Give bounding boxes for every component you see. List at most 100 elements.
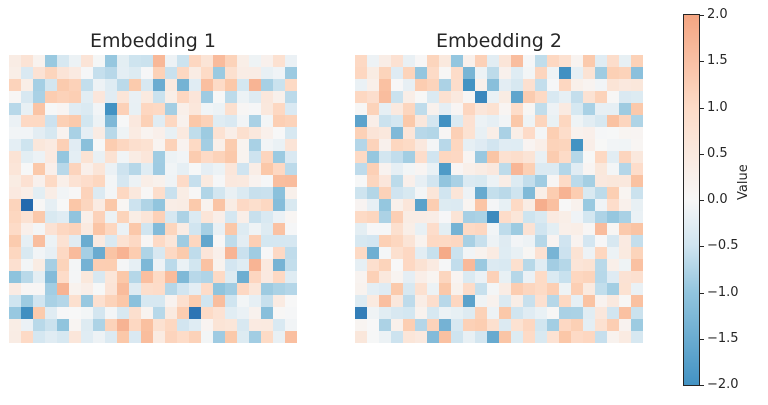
heatmap-cell (261, 139, 274, 152)
heatmap-cell (439, 139, 452, 152)
heatmap-cell (213, 163, 226, 176)
heatmap-cell (141, 163, 154, 176)
heatmap-cell (475, 67, 488, 80)
heatmap-cell (177, 271, 190, 284)
heatmap-cell (619, 91, 632, 104)
heatmap-cell (225, 139, 238, 152)
heatmap-cell (631, 331, 643, 343)
heatmap-cell (153, 79, 166, 92)
heatmap-cell (547, 307, 560, 320)
heatmap-cell (201, 295, 214, 308)
heatmap-cell (511, 319, 524, 332)
heatmap-cell (249, 211, 262, 224)
heatmap-cell (559, 127, 572, 140)
heatmap-cell (391, 163, 404, 176)
heatmap-cell (45, 115, 58, 128)
heatmap-cell (439, 271, 452, 284)
heatmap-cell (535, 307, 548, 320)
heatmap-cell (391, 331, 404, 343)
heatmap-cell (619, 319, 632, 332)
heatmap-cell (487, 307, 500, 320)
heatmap-cell (69, 163, 82, 176)
heatmap-cell (81, 55, 94, 68)
heatmap-cell (583, 127, 596, 140)
heatmap-cell (273, 259, 286, 272)
heatmap-cell (631, 235, 643, 248)
heatmap-cell (463, 331, 476, 343)
heatmap-cell (177, 79, 190, 92)
heatmap-cell (45, 151, 58, 164)
heatmap-cell (225, 151, 238, 164)
heatmap-cell (631, 127, 643, 140)
heatmap-cell (559, 199, 572, 212)
heatmap-cell (21, 127, 34, 140)
heatmap-cell (273, 283, 286, 296)
heatmap-cell (379, 295, 392, 308)
heatmap-cell (463, 115, 476, 128)
heatmap-cell (93, 259, 106, 272)
heatmap-cell (583, 247, 596, 260)
heatmap-cell (415, 319, 428, 332)
heatmap-cell (511, 79, 524, 92)
heatmap-cell (403, 91, 416, 104)
heatmap-cell (93, 115, 106, 128)
heatmap-cell (607, 79, 620, 92)
heatmap-cell (9, 307, 22, 320)
heatmap-cell (45, 295, 58, 308)
heatmap-cell (57, 187, 70, 200)
heatmap-cell (45, 259, 58, 272)
heatmap-cell (285, 175, 297, 188)
heatmap-cell (117, 331, 130, 343)
heatmap-cell (69, 151, 82, 164)
heatmap-cell (225, 115, 238, 128)
heatmap-cell (511, 91, 524, 104)
heatmap-cell (583, 223, 596, 236)
heatmap-cell (105, 235, 118, 248)
heatmap-cell (225, 175, 238, 188)
heatmap-cell (511, 187, 524, 200)
heatmap-cell (547, 223, 560, 236)
heatmap-cell (619, 175, 632, 188)
heatmap-cell (9, 319, 22, 332)
heatmap-cell (595, 235, 608, 248)
heatmap-cell (9, 115, 22, 128)
heatmap-cell (427, 55, 440, 68)
heatmap-cell (595, 151, 608, 164)
heatmap-cell (189, 199, 202, 212)
heatmap-cell (201, 163, 214, 176)
heatmap-cell (583, 187, 596, 200)
heatmap-cell (607, 247, 620, 260)
heatmap-cell (45, 283, 58, 296)
heatmap-cell (141, 139, 154, 152)
heatmap-cell (177, 319, 190, 332)
heatmap-cell (153, 163, 166, 176)
heatmap-cell (463, 91, 476, 104)
heatmap-cell (595, 223, 608, 236)
heatmap-cell (189, 271, 202, 284)
heatmap-cell (367, 235, 380, 248)
heatmap-cell (21, 259, 34, 272)
heatmap-cell (391, 67, 404, 80)
heatmap-cell (237, 139, 250, 152)
heatmap-cell (213, 331, 226, 343)
heatmap-cell (249, 235, 262, 248)
heatmap-cell (249, 55, 262, 68)
heatmap-cell (571, 247, 584, 260)
heatmap-cell (261, 115, 274, 128)
heatmap-cell (391, 79, 404, 92)
heatmap-cell (631, 115, 643, 128)
heatmap-cell (355, 139, 368, 152)
heatmap-cell (451, 67, 464, 80)
colorbar-tick-label: −0.5 (707, 238, 739, 254)
heatmap-cell (511, 127, 524, 140)
heatmap-cell (273, 163, 286, 176)
heatmap-cell (189, 79, 202, 92)
heatmap-cell (57, 139, 70, 152)
heatmap-cell (93, 91, 106, 104)
heatmap-cell (511, 115, 524, 128)
heatmap-cell (583, 55, 596, 68)
heatmap-cell (571, 307, 584, 320)
heatmap-cell (177, 331, 190, 343)
heatmap-cell (439, 319, 452, 332)
heatmap-cell (177, 115, 190, 128)
